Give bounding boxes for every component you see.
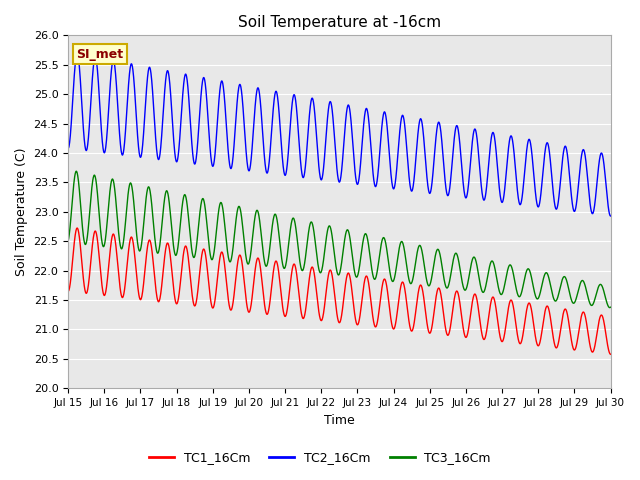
TC1_16Cm xyxy=(607,351,614,357)
Legend: TC1_16Cm, TC2_16Cm, TC3_16Cm: TC1_16Cm, TC2_16Cm, TC3_16Cm xyxy=(144,446,496,469)
Title: Soil Temperature at -16cm: Soil Temperature at -16cm xyxy=(238,15,441,30)
TC3_16Cm xyxy=(538,284,545,289)
TC3_16Cm xyxy=(64,238,72,244)
TC1_16Cm xyxy=(273,258,280,264)
TC1_16Cm xyxy=(126,237,134,242)
TC2_16Cm xyxy=(296,150,303,156)
Text: SI_met: SI_met xyxy=(76,48,124,60)
TC2_16Cm xyxy=(126,65,134,71)
TC3_16Cm xyxy=(273,214,280,219)
Line: TC3_16Cm: TC3_16Cm xyxy=(68,171,611,308)
TC2_16Cm xyxy=(74,51,81,57)
Line: TC2_16Cm: TC2_16Cm xyxy=(68,54,611,216)
TC3_16Cm xyxy=(296,258,303,264)
TC1_16Cm xyxy=(159,276,166,282)
TC2_16Cm xyxy=(273,89,280,95)
TC2_16Cm xyxy=(538,184,545,190)
TC3_16Cm xyxy=(596,282,604,288)
TC3_16Cm xyxy=(72,168,80,174)
TC2_16Cm xyxy=(607,213,614,219)
TC3_16Cm xyxy=(606,305,614,311)
X-axis label: Time: Time xyxy=(324,414,355,427)
TC1_16Cm xyxy=(296,299,303,305)
TC1_16Cm xyxy=(538,331,545,336)
TC3_16Cm xyxy=(607,304,614,310)
TC2_16Cm xyxy=(64,145,72,151)
TC1_16Cm xyxy=(64,288,72,294)
Y-axis label: Soil Temperature (C): Soil Temperature (C) xyxy=(15,147,28,276)
TC2_16Cm xyxy=(596,154,604,159)
TC3_16Cm xyxy=(126,180,134,186)
TC3_16Cm xyxy=(159,217,166,223)
Line: TC1_16Cm: TC1_16Cm xyxy=(68,228,611,354)
TC2_16Cm xyxy=(159,123,166,129)
TC1_16Cm xyxy=(596,314,604,320)
TC1_16Cm xyxy=(74,225,81,231)
